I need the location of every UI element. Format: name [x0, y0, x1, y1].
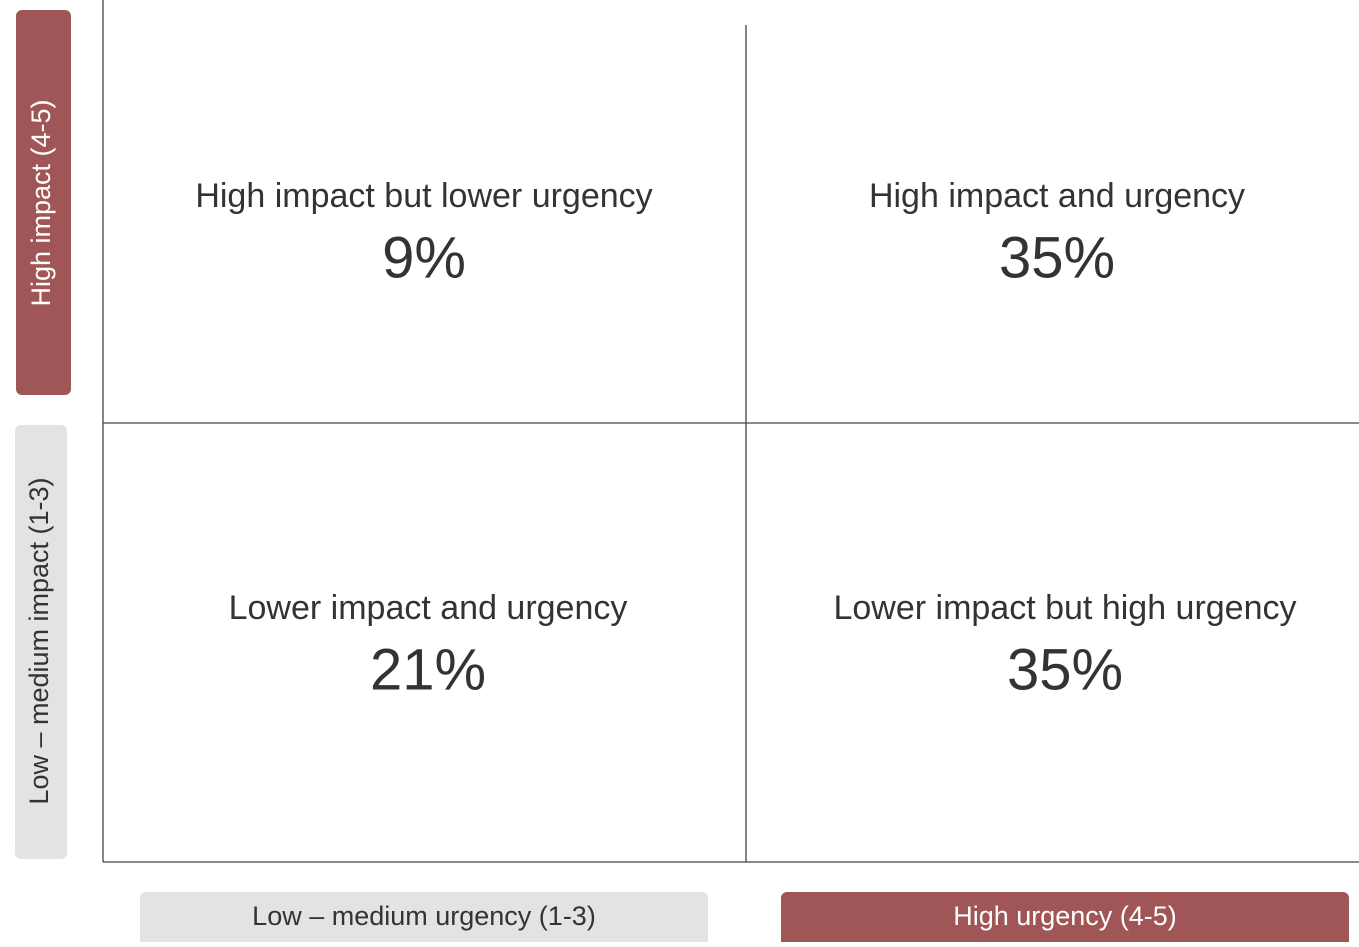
quadrant-label: Lower impact and urgency	[229, 589, 628, 627]
quadrant-label: High impact and urgency	[869, 177, 1245, 215]
x-low-label: Low – medium urgency (1-3)	[252, 901, 596, 931]
x-low-box	[140, 892, 708, 947]
y-high-label: High impact (4-5)	[26, 99, 56, 306]
y-low-box	[15, 425, 67, 859]
x-high-label: High urgency (4-5)	[953, 901, 1177, 931]
quadrant-label: High impact but lower urgency	[195, 177, 652, 215]
quadrant-label: Lower impact but high urgency	[833, 589, 1296, 627]
y-low-label: Low – medium impact (1-3)	[24, 477, 54, 804]
x-high-box	[781, 892, 1349, 947]
quadrant-value: 35%	[999, 225, 1115, 290]
quadrant-value: 9%	[382, 225, 466, 290]
quadrant-value: 35%	[1007, 637, 1123, 702]
quadrant-value: 21%	[370, 637, 486, 702]
y-high-box	[16, 10, 71, 395]
